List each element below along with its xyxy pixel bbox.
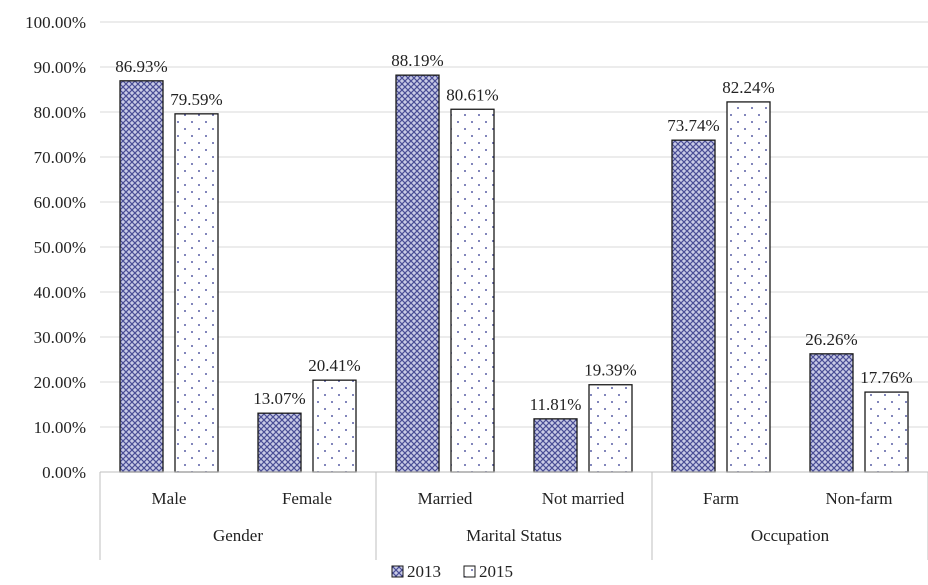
bar bbox=[257, 412, 302, 473]
y-tick-label: 20.00% bbox=[34, 373, 86, 392]
bar bbox=[174, 113, 219, 473]
legend-swatch bbox=[391, 565, 404, 578]
y-tick-label: 50.00% bbox=[34, 238, 86, 257]
y-tick-label: 60.00% bbox=[34, 193, 86, 212]
data-labels: 86.93%79.59% 13.07%20.41% 88.19%80.61% 11.8… bbox=[115, 51, 912, 414]
data-label: 73.74% bbox=[667, 116, 719, 135]
data-label: 13.07% bbox=[253, 389, 305, 408]
y-tick-label: 80.00% bbox=[34, 103, 86, 122]
category-label: Farm bbox=[703, 489, 739, 508]
y-tick-label: 30.00% bbox=[34, 328, 86, 347]
group-label: Gender bbox=[213, 526, 263, 545]
data-label: 11.81% bbox=[530, 395, 582, 414]
data-label: 88.19% bbox=[391, 51, 443, 70]
y-tick-label: 100.00% bbox=[25, 13, 86, 32]
group-label: Occupation bbox=[751, 526, 830, 545]
category-label: Not married bbox=[542, 489, 625, 508]
category-label: Male bbox=[152, 489, 187, 508]
category-label: Married bbox=[418, 489, 473, 508]
bar bbox=[671, 139, 716, 473]
x-axis: Male Female Married Not married Farm Non-farm… bbox=[99, 471, 928, 560]
bar bbox=[588, 384, 633, 473]
y-tick-label: 40.00% bbox=[34, 283, 86, 302]
data-label: 79.59% bbox=[170, 90, 222, 109]
bars bbox=[119, 74, 909, 473]
legend-label: 2015 bbox=[479, 562, 513, 581]
y-axis-ticks: 0.00% 10.00% 20.00% 30.00% 40.00% 50.00% 60.00… bbox=[25, 13, 86, 482]
bar bbox=[726, 101, 771, 473]
category-label: Female bbox=[282, 489, 332, 508]
gridlines bbox=[100, 21, 928, 428]
y-tick-label: 10.00% bbox=[34, 418, 86, 437]
data-label: 19.39% bbox=[584, 361, 636, 380]
legend-label: 2013 bbox=[407, 562, 441, 581]
bar bbox=[864, 391, 909, 473]
y-tick-label: 70.00% bbox=[34, 148, 86, 167]
data-label: 17.76% bbox=[860, 368, 912, 387]
bar bbox=[395, 74, 440, 473]
data-label: 80.61% bbox=[446, 85, 498, 104]
category-label: Non-farm bbox=[825, 489, 892, 508]
data-label: 86.93% bbox=[115, 57, 167, 76]
bar bbox=[533, 418, 578, 473]
bar bbox=[119, 80, 164, 473]
legend: 2013 2015 bbox=[391, 562, 513, 581]
bar bbox=[312, 379, 357, 473]
y-tick-label: 0.00% bbox=[42, 463, 86, 482]
bar bbox=[809, 353, 854, 473]
y-tick-label: 90.00% bbox=[34, 58, 86, 77]
data-label: 82.24% bbox=[722, 78, 774, 97]
bar bbox=[450, 108, 495, 473]
data-label: 26.26% bbox=[805, 330, 857, 349]
legend-swatch bbox=[463, 565, 476, 578]
data-label: 20.41% bbox=[308, 356, 360, 375]
group-label: Marital Status bbox=[466, 526, 562, 545]
